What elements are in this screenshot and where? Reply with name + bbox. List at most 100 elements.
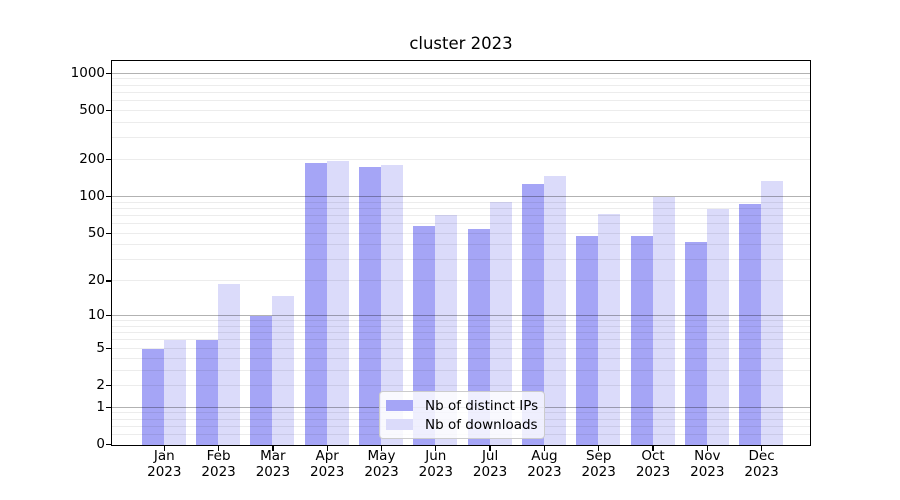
legend-item-downloads: Nb of downloads: [386, 415, 538, 434]
gridline-minor: [112, 332, 810, 334]
y-tick-label: 5: [96, 339, 105, 356]
plot-area: [111, 60, 811, 446]
bar-aug-downloads: [543, 176, 566, 445]
x-tick-label-nov: Nov 2023: [690, 448, 725, 480]
gridline-minor: [112, 100, 810, 102]
y-tick-mark: [106, 443, 112, 446]
y-tick-label: 2: [96, 377, 105, 393]
x-tick-label-aug: Aug 2023: [527, 448, 562, 480]
x-tick-label-sep: Sep 2023: [581, 448, 616, 480]
x-tick-label-jul: Jul 2023: [472, 448, 508, 480]
bar-aug-ips: [521, 183, 544, 445]
y-tick-label: 1000: [70, 64, 105, 81]
gridline-minor: [112, 109, 810, 111]
x-tick-mark: [217, 446, 220, 451]
grid-layer: [112, 61, 810, 445]
y-tick-label: 20: [87, 272, 105, 289]
x-tick-mark: [598, 446, 600, 451]
y-tick-mark: [106, 314, 112, 317]
legend-label-distinct-ips: Nb of distinct IPs: [425, 397, 539, 414]
gridline-major: [112, 72, 810, 74]
gridline-minor: [112, 369, 810, 371]
legend-swatch-distinct-ips: [386, 400, 413, 411]
x-tick-mark: [543, 446, 546, 451]
y-tick-label: 50: [87, 224, 105, 241]
y-tick-label: 500: [79, 101, 105, 118]
gridline-major: [112, 315, 810, 317]
x-tick-mark: [435, 446, 437, 451]
y-tick-label: 10: [87, 307, 105, 324]
gridline-minor: [112, 223, 810, 225]
gridline-minor: [112, 214, 810, 216]
y-tick-label: 100: [79, 188, 105, 204]
y-tick-label: 1: [96, 398, 105, 415]
y-tick-mark: [106, 195, 112, 198]
y-tick-mark: [106, 406, 112, 408]
gridline-minor: [112, 84, 810, 86]
gridline-minor: [112, 244, 810, 246]
bar-dec-ips: [739, 204, 762, 445]
x-tick-mark: [760, 446, 763, 451]
gridline-minor: [112, 201, 810, 203]
y-tick-mark: [106, 347, 112, 349]
bar-dec-downloads: [761, 181, 784, 445]
y-tick-mark: [106, 232, 112, 234]
x-tick-label-oct: Oct 2023: [635, 448, 671, 480]
bar-sep-ips: [576, 235, 599, 445]
gridline-minor: [112, 325, 810, 327]
bar-feb-downloads: [218, 284, 241, 445]
y-tick-label: 0: [96, 436, 105, 452]
y-tick-mark: [106, 158, 112, 161]
bar-oct-ips: [630, 235, 653, 445]
x-tick-mark: [326, 446, 328, 451]
bar-jan-ips: [141, 348, 164, 445]
bar-jul-ips: [467, 228, 490, 445]
bar-may-downloads: [381, 165, 403, 445]
gridline-minor: [112, 280, 810, 282]
gridline-minor: [112, 121, 810, 123]
bar-apr-downloads: [326, 161, 349, 445]
x-tick-label-feb: Feb 2023: [201, 448, 236, 480]
gridline-minor: [112, 207, 810, 209]
gridline-minor: [112, 259, 810, 261]
y-tick-mark: [106, 72, 112, 74]
x-tick-label-jun: Jun 2023: [418, 448, 453, 480]
gridline-minor: [112, 137, 810, 139]
gridline-minor: [112, 91, 810, 93]
gridline-minor: [112, 339, 810, 341]
y-tick-label: 200: [79, 151, 105, 167]
y-tick-mark: [106, 280, 112, 282]
legend-swatch-downloads: [386, 419, 413, 430]
x-tick-label-may: May 2023: [364, 448, 399, 480]
x-tick-mark: [272, 446, 274, 451]
gridline-minor: [112, 385, 810, 386]
x-tick-mark: [489, 446, 491, 451]
gridline-major: [112, 196, 810, 198]
legend-item-distinct-ips: Nb of distinct IPs: [386, 396, 538, 415]
x-tick-label-jan: Jan 2023: [147, 448, 182, 480]
bar-may-ips: [359, 166, 381, 445]
bar-jun-downloads: [435, 215, 458, 445]
y-tick-mark: [106, 384, 112, 387]
bars-layer: [112, 61, 810, 445]
legend: Nb of distinct IPs Nb of downloads: [379, 391, 545, 439]
bar-nov-ips: [684, 241, 707, 445]
gridline-minor: [112, 78, 810, 80]
x-tick-mark: [380, 446, 383, 451]
legend-label-downloads: Nb of downloads: [425, 416, 538, 433]
gridline-minor: [112, 347, 810, 349]
gridline-minor: [112, 320, 810, 322]
gridline-minor: [112, 159, 810, 160]
bar-sep-downloads: [598, 213, 621, 445]
gridline-minor: [112, 232, 810, 234]
chart-title: cluster 2023: [409, 34, 513, 53]
x-tick-mark: [652, 446, 654, 451]
bar-jul-downloads: [489, 202, 512, 445]
gridline-minor: [112, 357, 810, 359]
x-tick-mark: [706, 446, 708, 451]
x-tick-label-dec: Dec 2023: [744, 448, 779, 480]
y-tick-mark: [106, 109, 112, 112]
x-tick-mark: [163, 446, 165, 451]
x-tick-label-mar: Mar 2023: [255, 448, 291, 480]
